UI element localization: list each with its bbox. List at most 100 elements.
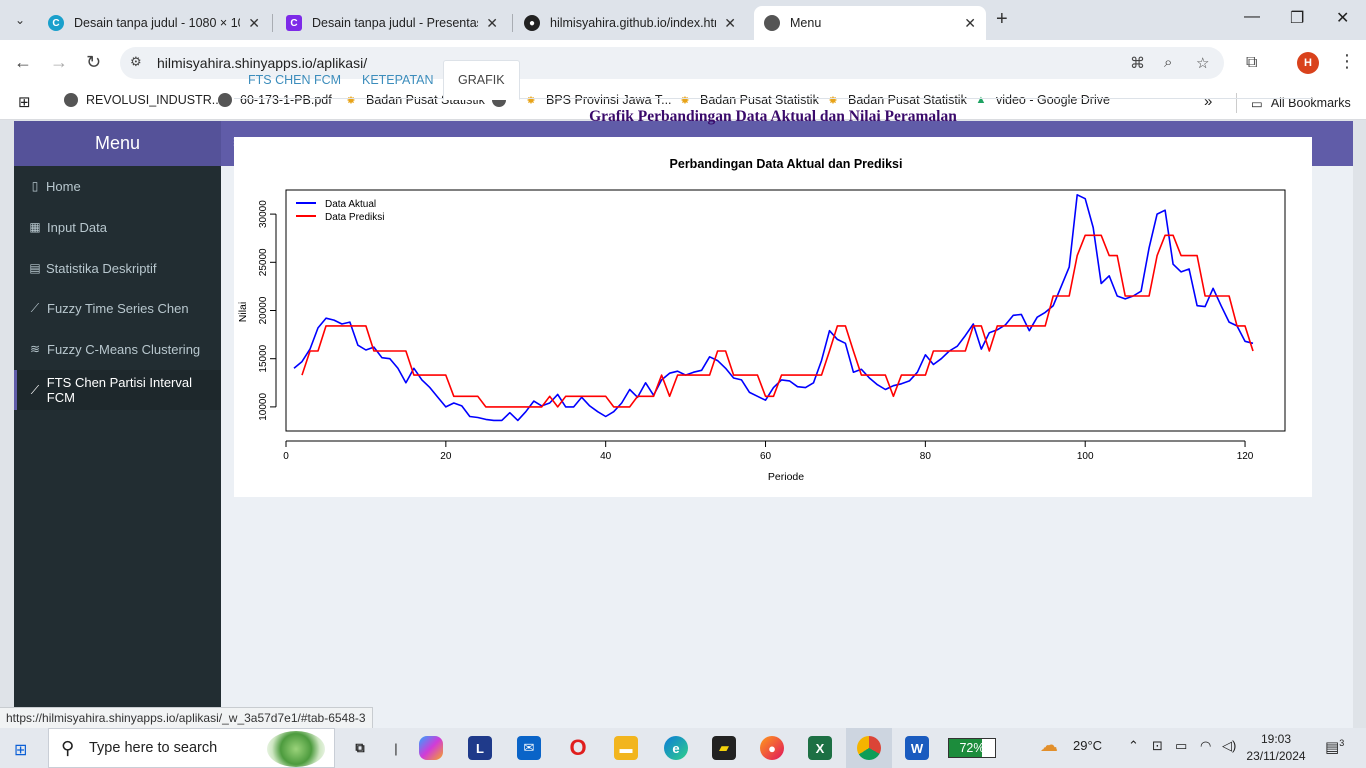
tab-divider <box>512 14 513 32</box>
sidebar-item-label: FTS Chen Partisi Interval FCM <box>46 375 192 405</box>
bookmark-item[interactable]: ✸ Badan Pusat Statistik <box>678 93 819 107</box>
brand-title: Menu <box>14 121 221 166</box>
series-line-aktual <box>293 193 1254 422</box>
all-bookmarks[interactable]: ▭ All Bookmarks <box>1236 93 1351 113</box>
site-settings-icon[interactable]: ⚙ <box>130 54 142 69</box>
legend-label-prediksi: Data Prediksi <box>325 212 384 223</box>
restore-icon[interactable]: ❐ <box>1290 10 1305 27</box>
y-tick-label: 20000 <box>258 296 269 324</box>
sidebar-item-home[interactable]: ▯ Home <box>14 166 221 206</box>
wifi-icon[interactable]: ◠ <box>1200 738 1212 753</box>
notifications-icon[interactable]: ▤3 <box>1325 738 1345 756</box>
bookmark-label: REVOLUSI_INDUSTR... <box>86 93 223 107</box>
task-view-icon[interactable]: ⧉ <box>355 740 365 755</box>
firefox-icon[interactable]: ● <box>760 736 784 760</box>
apps-grid-icon[interactable]: ⊞ <box>18 94 31 111</box>
clock-date: 23/11/2024 <box>1246 749 1306 763</box>
bookmark-item[interactable]: ✸ Badan Pusat Statistik <box>826 93 966 107</box>
browser-menu-icon[interactable]: ⋮ <box>1338 51 1356 71</box>
github-icon: ● <box>524 15 540 31</box>
close-icon[interactable]: ✕ <box>964 14 976 31</box>
extensions-icon[interactable]: ⧉ <box>1246 54 1258 71</box>
browser-tab-4[interactable]: Menu ✕ <box>754 6 986 40</box>
bookmark-item[interactable]: REVOLUSI_INDUSTR... <box>64 93 222 107</box>
new-tab-button[interactable]: + <box>996 8 1008 30</box>
sidebar-item-fts-chen-fcm[interactable]: ⟋ FTS Chen Partisi Interval FCM <box>14 370 221 410</box>
bookmark-label: BPS Provinsi Jawa T... <box>546 93 672 107</box>
clock-time: 19:03 <box>1260 732 1292 746</box>
sticky-notes-icon[interactable]: ▰ <box>712 736 736 760</box>
battery-indicator[interactable]: 72% <box>948 738 996 758</box>
sidebar-item-label: Input Data <box>47 219 107 235</box>
file-explorer-icon[interactable]: ▬ <box>614 736 638 760</box>
weather-icon[interactable]: ☁ <box>1040 735 1058 755</box>
tab-divider <box>272 14 273 32</box>
bookmark-item[interactable]: ✸ BPS Provinsi Jawa T... <box>524 93 672 107</box>
tab-grafik[interactable]: GRAFIK <box>443 60 520 100</box>
sidebar-item-fuzzy-c-means[interactable]: ≋ Fuzzy C-Means Clustering <box>14 329 221 369</box>
close-icon[interactable]: ✕ <box>486 14 498 31</box>
close-icon[interactable]: ✕ <box>248 14 260 31</box>
bookmark-item[interactable]: 60-173-1-PB.pdf <box>218 93 332 107</box>
edge-icon[interactable]: e <box>664 736 688 760</box>
more-bookmarks-icon[interactable]: » <box>1204 93 1213 110</box>
address-bar-row: ← → ↻ ⚙ hilmisyahira.shinyapps.io/aplika… <box>0 40 1366 86</box>
lync-icon[interactable]: L <box>468 736 492 760</box>
close-icon[interactable]: ✕ <box>724 14 736 31</box>
omnibox[interactable]: ⚙ hilmisyahira.shinyapps.io/aplikasi/ ⌘ … <box>120 47 1224 79</box>
table-icon: ▦ <box>29 220 41 234</box>
copilot-icon[interactable] <box>419 736 443 760</box>
minimize-icon[interactable]: — <box>1244 8 1260 25</box>
bookmark-label: 60-173-1-PB.pdf <box>240 93 332 107</box>
search-icon: ⚲ <box>61 738 75 758</box>
profile-avatar[interactable]: H <box>1297 52 1319 74</box>
volume-icon[interactable]: ◁) <box>1222 738 1237 753</box>
bps-icon: ✸ <box>346 94 356 107</box>
browser-tab-3[interactable]: ● hilmisyahira.github.io/index.html ✕ <box>514 6 746 40</box>
taskbar-divider-icon: | <box>394 740 398 756</box>
tab-fts-chen-fcm[interactable]: FTS CHEN FCM <box>248 72 342 87</box>
word-icon[interactable]: W <box>905 736 929 760</box>
battery-icon[interactable]: ▭ <box>1175 738 1188 753</box>
close-window-icon[interactable]: ✕ <box>1336 10 1350 27</box>
x-tick-label: 60 <box>760 451 772 462</box>
x-tick-label: 100 <box>1077 451 1094 462</box>
windows-start-icon[interactable]: ⊞ <box>14 742 28 759</box>
taskbar-clock[interactable]: 19:03 23/11/2024 <box>1246 731 1306 765</box>
sidebar-item-input-data[interactable]: ▦ Input Data <box>14 207 221 247</box>
y-tick-label: 30000 <box>258 200 269 228</box>
sidebar-item-fuzzy-time-series-chen[interactable]: ⟋ Fuzzy Time Series Chen <box>14 288 221 328</box>
calculator-icon: ▤ <box>29 261 41 275</box>
excel-icon[interactable]: X <box>808 736 832 760</box>
comparison-chart: Perbandingan Data Aktual dan Prediksi 0 2… <box>237 157 1286 483</box>
line-chart-icon: ⟋ <box>30 382 40 397</box>
url-text[interactable]: hilmisyahira.shinyapps.io/aplikasi/ <box>157 55 368 71</box>
browser-tab-1[interactable]: C Desain tanpa judul - 1080 × 1080 ✕ <box>38 6 270 40</box>
browser-tab-title: Desain tanpa judul - Presentasi <box>312 16 479 30</box>
tab-search-icon[interactable]: ⌄ <box>14 13 26 27</box>
forward-icon[interactable]: → <box>50 52 68 72</box>
translate-icon[interactable]: ⌘ <box>1130 55 1145 72</box>
tab-ketepatan[interactable]: KETEPATAN <box>362 72 434 87</box>
sidebar-item-statistika-deskriptif[interactable]: ▤ Statistika Deskriptif <box>14 248 221 288</box>
meet-icon[interactable]: ⊡ <box>1152 738 1163 753</box>
mail-icon[interactable]: ✉ <box>517 736 541 760</box>
reload-icon[interactable]: ↻ <box>86 52 102 72</box>
x-tick-label: 20 <box>440 451 452 462</box>
opera-icon[interactable]: O <box>569 735 587 760</box>
search-highlight-image <box>267 731 325 767</box>
back-icon[interactable]: ← <box>14 52 32 72</box>
weather-temp[interactable]: 29°C <box>1073 738 1103 753</box>
bookmark-item[interactable]: ▲ video - Google Drive <box>974 93 1110 107</box>
browser-tab-2[interactable]: C Desain tanpa judul - Presentasi ✕ <box>276 6 508 40</box>
bookmark-star-icon[interactable]: ☆ <box>1196 55 1210 72</box>
google-drive-icon: ▲ <box>975 94 987 106</box>
bookmark-label: Badan Pusat Statistik <box>700 93 819 107</box>
chevron-up-icon[interactable]: ⌃ <box>1128 738 1139 753</box>
sidebar-item-label: Home <box>46 178 81 194</box>
clipboard-icon: ▯ <box>31 179 39 193</box>
taskbar-search[interactable]: ⚲ Type here to search <box>48 728 335 768</box>
chrome-icon[interactable] <box>857 736 881 760</box>
browser-tab-strip: ⌄ C Desain tanpa judul - 1080 × 1080 ✕ C… <box>0 0 1366 40</box>
zoom-icon[interactable]: ⌕ <box>1164 54 1173 71</box>
